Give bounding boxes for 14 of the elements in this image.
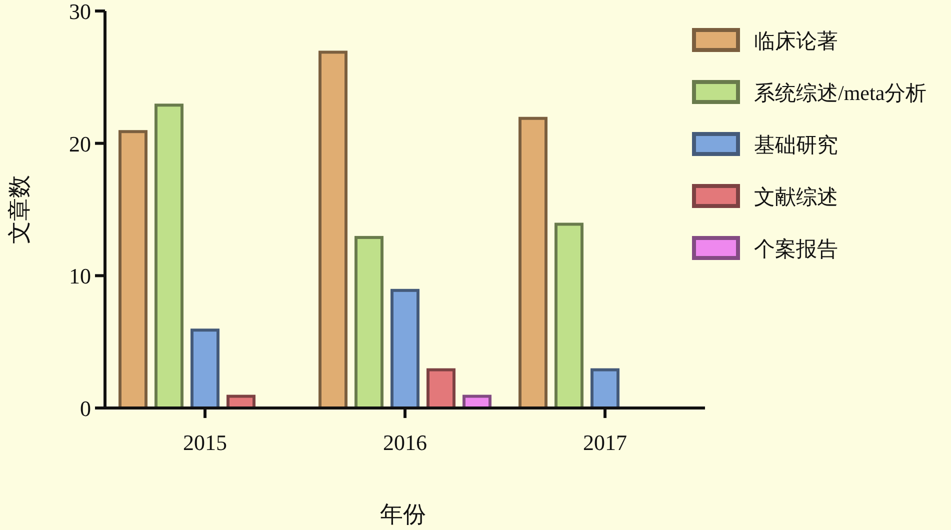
- legend-label: 文献综述: [754, 185, 838, 209]
- y-axis-title: 文章数: [7, 175, 32, 244]
- x-tick-label: 2015: [183, 430, 227, 455]
- x-axis-title: 年份: [380, 502, 426, 527]
- legend-label: 系统综述/meta分析: [754, 81, 927, 105]
- legend-label: 基础研究: [754, 133, 838, 157]
- y-tick-label: 20: [69, 131, 91, 156]
- x-tick-label: 2016: [383, 430, 427, 455]
- y-tick-label: 0: [80, 396, 91, 421]
- y-tick-label: 10: [69, 264, 91, 289]
- x-tick-label: 2017: [583, 430, 627, 455]
- legend-label: 临床论著: [754, 29, 838, 53]
- legend-label: 个案报告: [754, 237, 838, 261]
- y-tick-label: 30: [69, 0, 91, 24]
